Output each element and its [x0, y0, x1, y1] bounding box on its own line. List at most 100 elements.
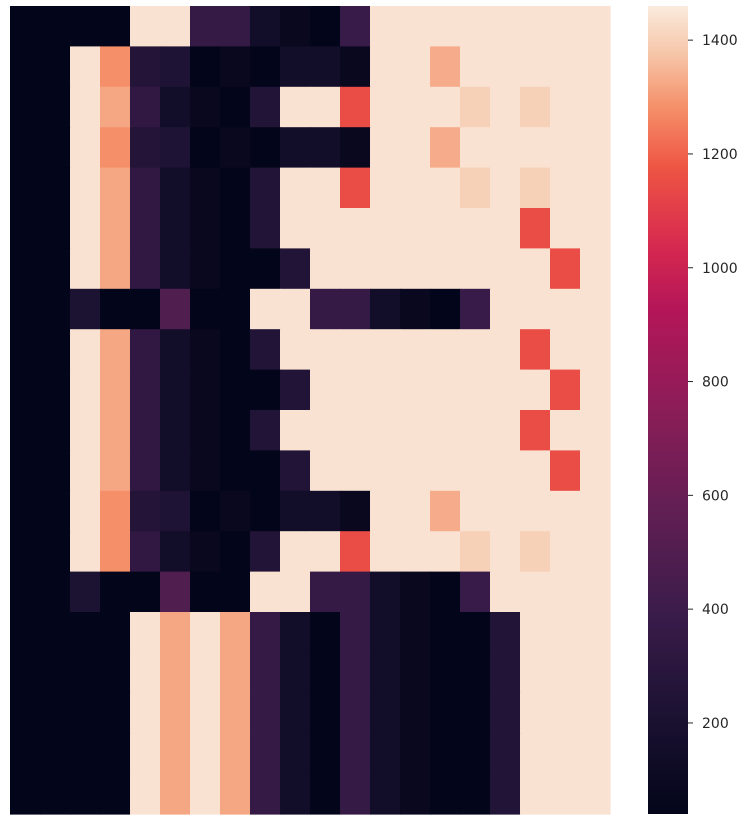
heatmap-cell: [160, 490, 191, 532]
heatmap-cell: [310, 531, 341, 573]
heatmap-cell: [40, 329, 71, 371]
heatmap-cell: [100, 531, 131, 573]
heatmap-cell: [520, 329, 551, 371]
heatmap-cell: [370, 288, 401, 330]
heatmap-cell: [340, 369, 371, 411]
heatmap-cell: [580, 46, 611, 88]
heatmap-cell: [580, 288, 611, 330]
heatmap-cell: [190, 531, 221, 573]
heatmap-cell: [400, 531, 431, 573]
heatmap-cell: [190, 773, 221, 815]
heatmap-cell: [250, 490, 281, 532]
heatmap-cell: [130, 329, 161, 371]
heatmap-cell: [280, 652, 311, 694]
heatmap-cell: [370, 733, 401, 775]
heatmap-cell: [40, 288, 71, 330]
heatmap-cell: [310, 773, 341, 815]
heatmap-cell: [190, 410, 221, 451]
heatmap-cell: [220, 490, 251, 532]
heatmap-cell: [310, 571, 341, 613]
heatmap-cell: [490, 490, 521, 532]
heatmap-cell: [10, 571, 41, 613]
heatmap-cell: [280, 692, 311, 734]
heatmap-cell: [280, 612, 311, 653]
heatmap-cell: [130, 450, 161, 492]
heatmap-cell: [550, 531, 581, 573]
heatmap-cell: [130, 733, 161, 775]
heatmap-cell: [40, 369, 71, 411]
heatmap-cell: [490, 127, 521, 169]
heatmap-cell: [520, 369, 551, 411]
heatmap-cell: [190, 692, 221, 734]
heatmap-cell: [250, 692, 281, 734]
heatmap-cell: [220, 733, 251, 775]
heatmap-cell: [340, 329, 371, 371]
colorbar-tick-label: 1200: [702, 147, 738, 163]
heatmap-cell: [370, 692, 401, 734]
heatmap-cell: [10, 208, 41, 249]
heatmap-cell: [580, 248, 611, 290]
heatmap-cell: [130, 531, 161, 573]
heatmap-cell: [160, 410, 191, 451]
heatmap-cell: [250, 369, 281, 411]
heatmap-cell: [490, 208, 521, 249]
heatmap-cell: [130, 692, 161, 734]
heatmap-cell: [220, 127, 251, 169]
heatmap-cell: [250, 410, 281, 451]
heatmap-cell: [220, 450, 251, 492]
heatmap-cell: [460, 288, 491, 330]
heatmap-cell: [130, 127, 161, 169]
heatmap-cell: [220, 6, 251, 47]
colorbar-tick-label: 600: [702, 488, 729, 504]
heatmap-cell: [70, 410, 101, 451]
heatmap-cell: [310, 127, 341, 169]
heatmap-cell: [160, 369, 191, 411]
heatmap-cell: [70, 208, 101, 249]
heatmap-cell: [40, 531, 71, 573]
heatmap-cell: [490, 410, 521, 451]
heatmap-cell: [100, 46, 131, 88]
heatmap-cell: [580, 86, 611, 128]
heatmap-cell: [370, 86, 401, 128]
heatmap-cell: [280, 127, 311, 169]
heatmap-cell: [70, 6, 101, 47]
heatmap-cell: [550, 692, 581, 734]
heatmap-cell: [10, 692, 41, 734]
heatmap-cell: [160, 46, 191, 88]
heatmap-cell: [70, 692, 101, 734]
heatmap-cell: [220, 288, 251, 330]
heatmap-cell: [10, 369, 41, 411]
heatmap-cell: [130, 571, 161, 613]
heatmap-cell: [580, 127, 611, 169]
heatmap-cell: [460, 652, 491, 694]
colorbar: 200 400 600 800 1000 1200 1400: [648, 6, 738, 814]
heatmap-cell: [70, 612, 101, 653]
heatmap-cell: [160, 571, 191, 613]
heatmap-cell: [430, 248, 461, 290]
heatmap-cell: [400, 288, 431, 330]
heatmap-cell: [40, 490, 71, 532]
heatmap-cell: [520, 410, 551, 451]
heatmap-cell: [550, 773, 581, 815]
heatmap-cell: [220, 86, 251, 128]
heatmap-cell: [430, 571, 461, 613]
heatmap-cell: [160, 612, 191, 653]
colorbar-tick-label: 200: [702, 716, 729, 732]
heatmap-cell: [220, 692, 251, 734]
heatmap-cell: [340, 410, 371, 451]
heatmap-cell: [220, 410, 251, 451]
heatmap-cell: [580, 369, 611, 411]
heatmap-cell: [340, 46, 371, 88]
heatmap-cell: [40, 612, 71, 653]
heatmap-cell: [10, 46, 41, 88]
heatmap-cell: [460, 369, 491, 411]
heatmap-cell: [490, 167, 521, 209]
heatmap-cell: [10, 652, 41, 694]
heatmap-cell: [490, 248, 521, 290]
heatmap-cell: [520, 490, 551, 532]
heatmap-cell: [430, 490, 461, 532]
heatmap-cell: [70, 733, 101, 775]
heatmap-cell: [130, 773, 161, 815]
heatmap-cell: [460, 86, 491, 128]
heatmap-cell: [400, 612, 431, 653]
